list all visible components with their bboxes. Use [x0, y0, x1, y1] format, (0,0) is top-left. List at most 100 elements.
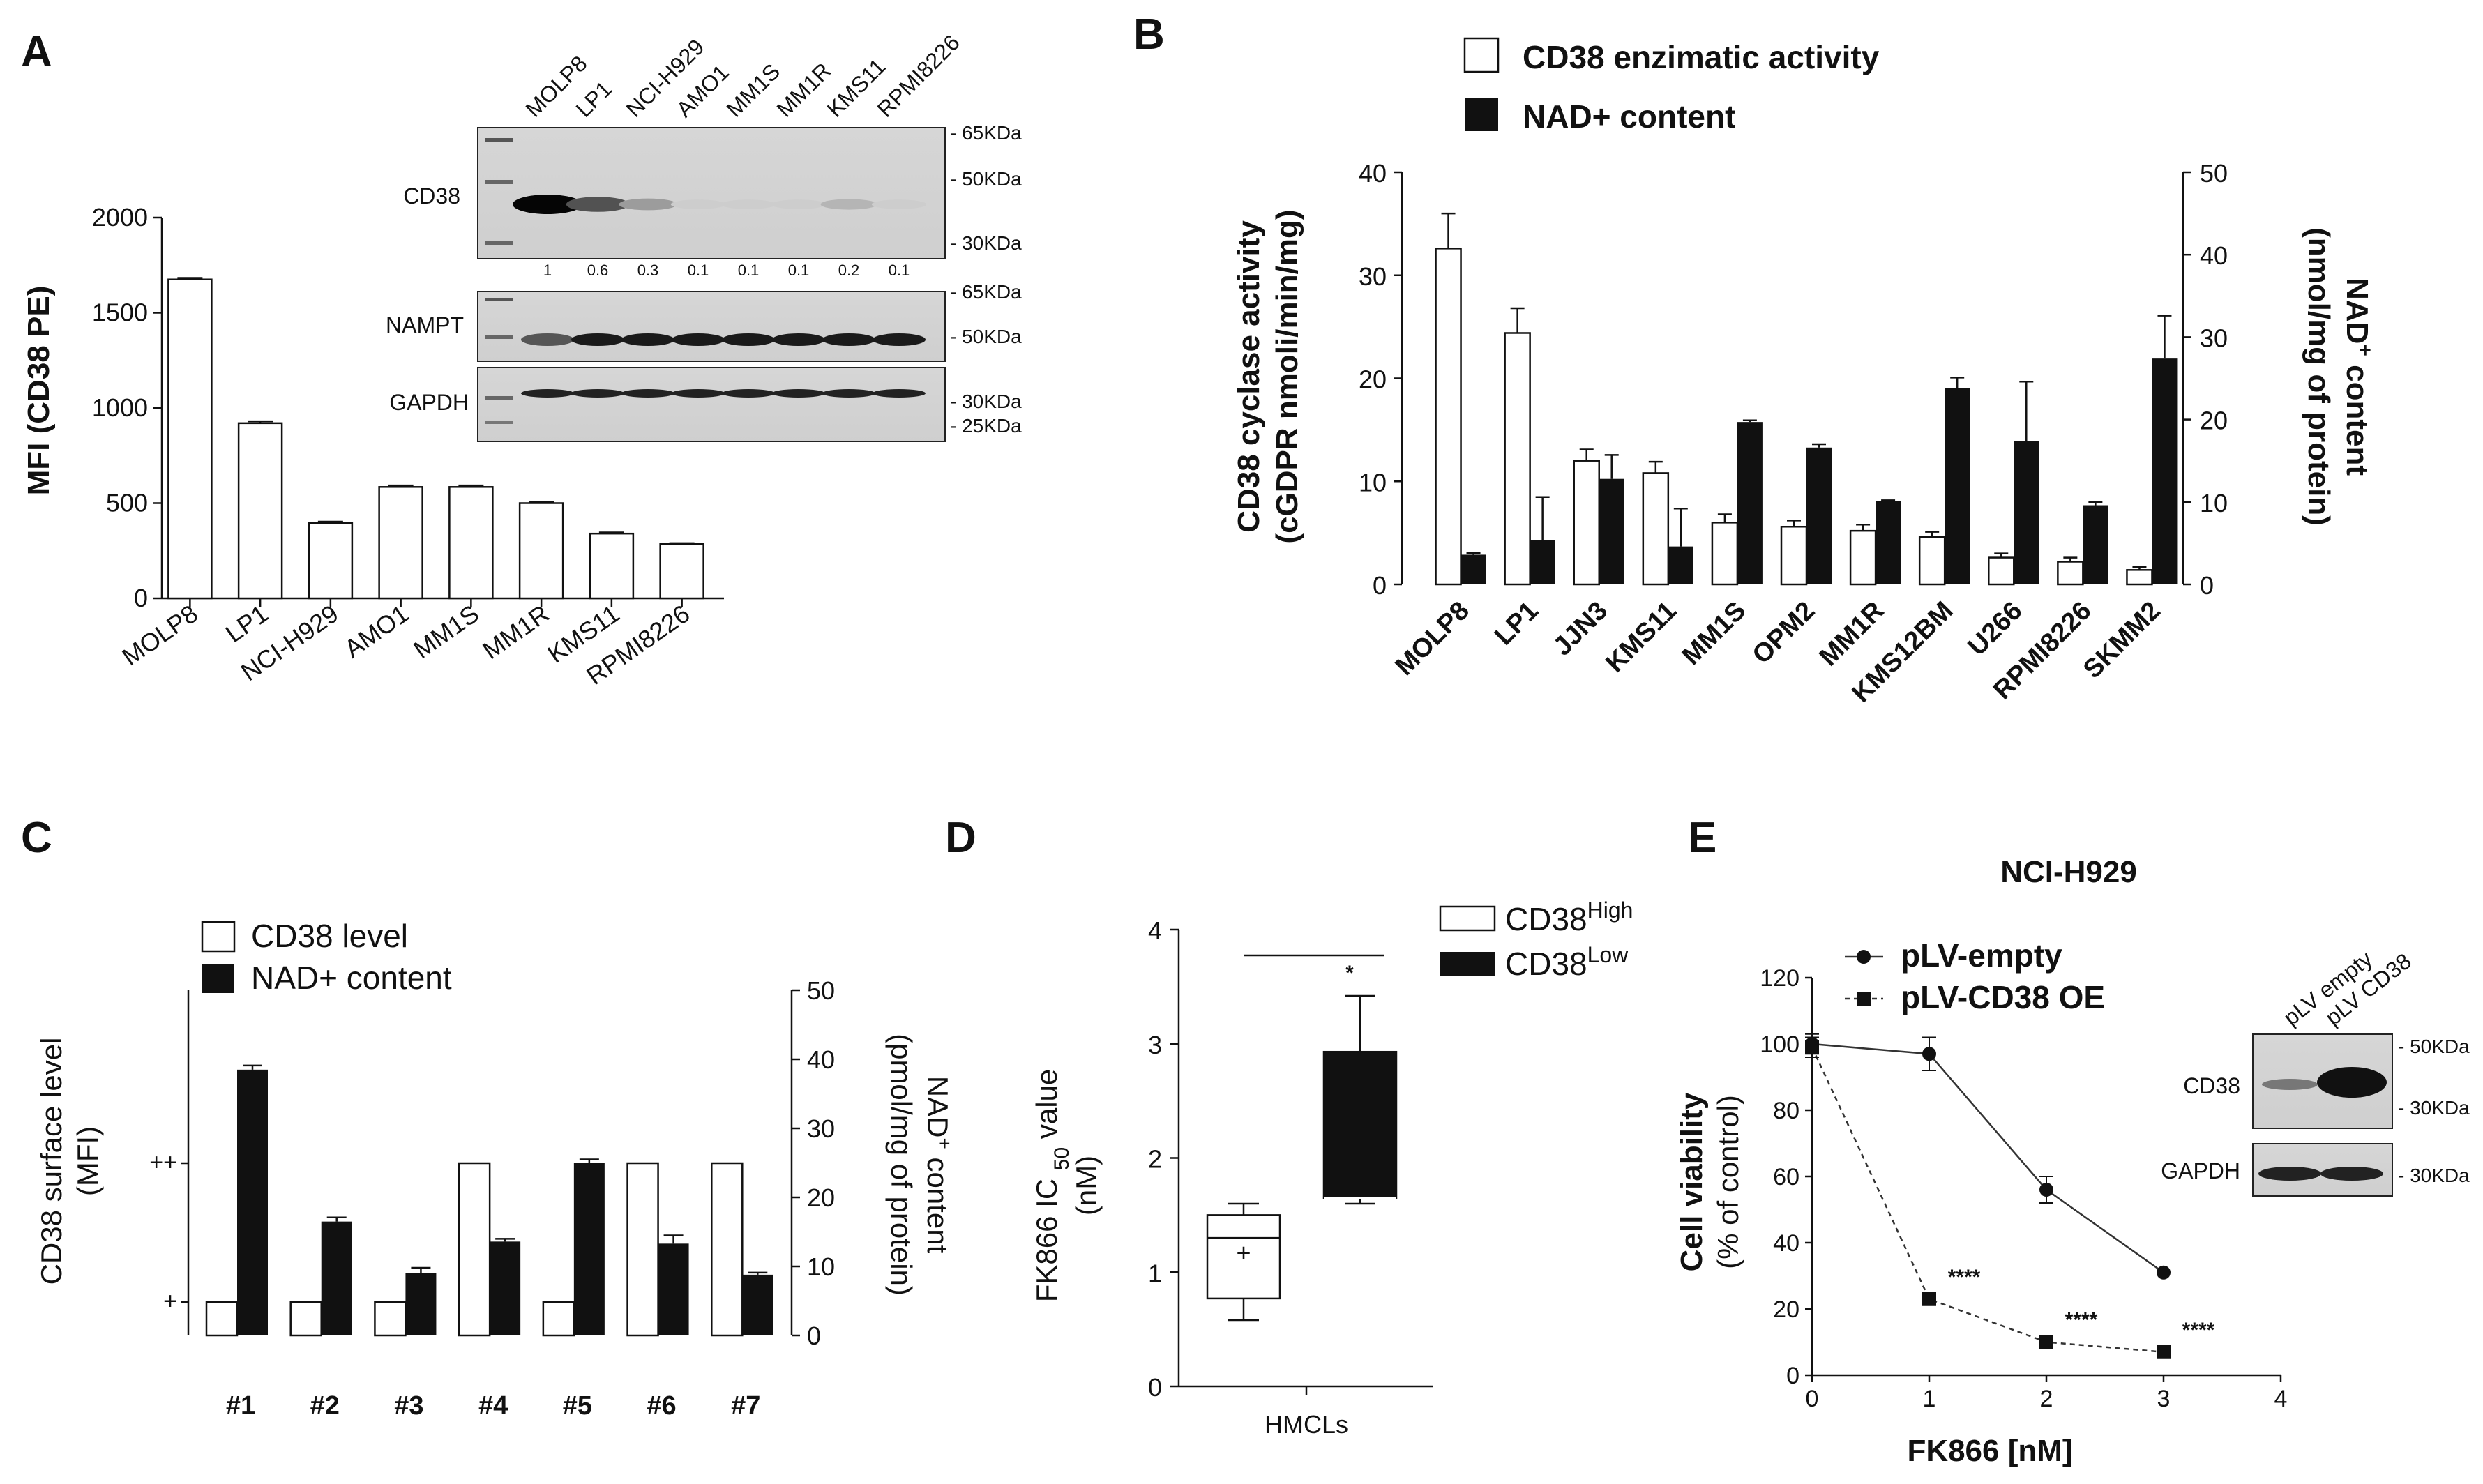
b-bar-nad-kms12bm	[1945, 388, 1970, 584]
e-point-plv-empty	[1922, 1047, 1936, 1061]
b-xtick-label: KMS11	[1600, 596, 1682, 679]
legend-swatch-nad-content	[1465, 98, 1498, 131]
panel-c: C CD38 level NAD+ content +++01020304050…	[21, 814, 956, 1421]
panel-b-axes: 0 10 20 30 40 0 10 20 30 40 50 MOLP8 LP1 JJN3KMS11MM1…	[1359, 159, 2228, 709]
c-bar-nad	[237, 1069, 268, 1335]
legend-label-cd38-low: CD38Low	[1505, 942, 1629, 982]
blot-band-gapdh-molp8	[521, 389, 574, 397]
blot-membrane-cd38	[477, 127, 946, 259]
blot-e-marker-30: - 30KDa	[2398, 1097, 2470, 1119]
blot-label-cd38: CD38	[403, 183, 460, 209]
blot-band-nampt-molp8	[521, 333, 574, 346]
marker-65kda-nampt: - 65KDa	[950, 281, 1022, 303]
panel-b-ylabel-right-2: (nmol/mg of protein)	[2302, 227, 2336, 526]
panel-c-ylabel-right-2: (pmol/mg of protein)	[885, 1034, 918, 1296]
a-bar-nci-h929	[308, 522, 354, 600]
blot-label-gapdh: GAPDH	[389, 390, 469, 415]
c-bar-cd38-level	[205, 1301, 239, 1337]
blot-band-cd38-rpmi8226	[871, 199, 927, 209]
a-xtick-label: LP1	[220, 599, 273, 648]
legend-label-plv-cd38: pLV-CD38 OE	[1901, 979, 2105, 1015]
b-xtick-label: MM1S	[1677, 596, 1751, 671]
e-line-plv-cd38	[1811, 1047, 2164, 1353]
d-box-cd38-low	[1322, 1050, 1398, 1199]
panel-letter-b: B	[1133, 10, 1165, 59]
e-line-plv-empty	[1811, 1043, 2164, 1273]
panel-d-ylabel-2: (nM)	[1070, 1156, 1103, 1216]
blot-e-label-gapdh: GAPDH	[2161, 1158, 2240, 1183]
legend-label-nad-content: NAD+ content	[1523, 98, 1735, 135]
e-ytick-label: 120	[1760, 965, 1799, 992]
b-xtick-label: LP1	[1489, 596, 1544, 651]
c-bar-nad	[405, 1273, 437, 1335]
b-ytick-right-label: 20	[2200, 407, 2228, 435]
c-xtick-label: #5	[563, 1391, 592, 1421]
panel-c-ylabel-right-1: NAD+ content	[921, 1076, 956, 1254]
b-bar-activity-u266	[1988, 556, 2015, 586]
panel-d-ylabel-1: FK866 IC 50 value	[1030, 1069, 1073, 1303]
blot-band-cd38-mm1r	[771, 199, 827, 209]
panel-e: E NCI-H929 0 20 40 60 80 100 120 0 1 2 3 4 **** **** *…	[1675, 814, 2470, 1468]
c-bar-nad	[321, 1221, 352, 1335]
c-bar-cd38-level	[458, 1162, 491, 1337]
panel-b-ylabel-left-2: (cGDPR nmoli/min/mg)	[1270, 209, 1304, 543]
marker-50kda-nampt: - 50KDa	[950, 326, 1022, 347]
c-ytick-right-label: 0	[807, 1322, 821, 1350]
d-ytick-label: 3	[1148, 1031, 1162, 1059]
blot-band-gapdh-mm1r	[772, 389, 825, 397]
d-xlabel: HMCLs	[1265, 1410, 1348, 1439]
legend-swatch-cd38-level	[201, 921, 236, 953]
e-xtick-label: 0	[1806, 1386, 1819, 1412]
blot-e-label-cd38: CD38	[2183, 1073, 2240, 1098]
legend-swatch-cd38-high	[1439, 905, 1496, 932]
c-bar-nad	[573, 1163, 605, 1335]
c-ytick-left-label: ++	[149, 1149, 177, 1176]
blot-band-cd38-nci-h929	[619, 198, 677, 211]
c-ytick-right-label: 40	[807, 1045, 835, 1074]
legend-marker-plv-empty	[1857, 950, 1871, 964]
c-xtick-label: #4	[478, 1391, 508, 1421]
b-ytick-left-label: 0	[1373, 571, 1387, 600]
e-ytick-label: 100	[1760, 1031, 1799, 1058]
c-bar-nad	[658, 1243, 689, 1335]
a-ytick-label: 0	[134, 584, 148, 612]
blot-band-nampt-nci-h929	[621, 333, 674, 346]
blot-band-nampt-lp1	[571, 333, 624, 346]
a-bar-molp8	[167, 278, 213, 600]
a-bar-lp1	[237, 422, 283, 600]
panel-c-ylabel-left-1: CD38 surface level	[35, 1038, 68, 1285]
blot-quant-value: 0.6	[587, 262, 609, 279]
blot-lane-mm1r: MM1R	[771, 58, 836, 122]
d-box-cd38-high	[1206, 1214, 1281, 1300]
blot-quant-value: 0.3	[637, 262, 659, 279]
b-bar-activity-rpmi8226	[2057, 561, 2084, 586]
a-bar-kms11	[589, 532, 635, 600]
b-xtick-label: MOLP8	[1390, 596, 1475, 681]
blot-label-nampt: NAMPT	[386, 312, 464, 338]
a-bar-mm1s	[448, 486, 494, 600]
d-mean-marker: +	[1236, 1238, 1251, 1266]
e-ytick-label: 20	[1773, 1296, 1799, 1323]
panel-e-axes: 0 20 40 60 80 100 120 0 1 2 3 4 **** **** ****	[1760, 965, 2287, 1412]
e-ytick-label: 60	[1773, 1164, 1799, 1190]
b-ytick-right-label: 30	[2200, 324, 2228, 352]
e-point-plv-empty	[2157, 1265, 2171, 1280]
b-ytick-left-label: 40	[1359, 159, 1387, 188]
c-ytick-right-label: 30	[807, 1114, 835, 1143]
blot-quant-value: 0.1	[688, 262, 709, 279]
blot-membrane-gapdh	[477, 367, 946, 442]
e-point-plv-cd38	[1805, 1040, 1819, 1054]
legend-swatch-cd38-activity	[1463, 37, 1500, 73]
blot-band-cd38-molp8	[513, 195, 582, 214]
blot-band-cd38-amo1	[670, 199, 726, 209]
b-bar-nad-mm1r	[1876, 501, 1901, 584]
e-significance: ****	[2182, 1319, 2215, 1342]
blot-quant-value: 0.2	[838, 262, 860, 279]
b-bar-nad-molp8	[1461, 554, 1486, 584]
b-bar-activity-lp1	[1504, 332, 1531, 586]
blot-band-nampt-amo1	[672, 333, 725, 346]
c-ytick-left-label: +	[163, 1288, 177, 1315]
